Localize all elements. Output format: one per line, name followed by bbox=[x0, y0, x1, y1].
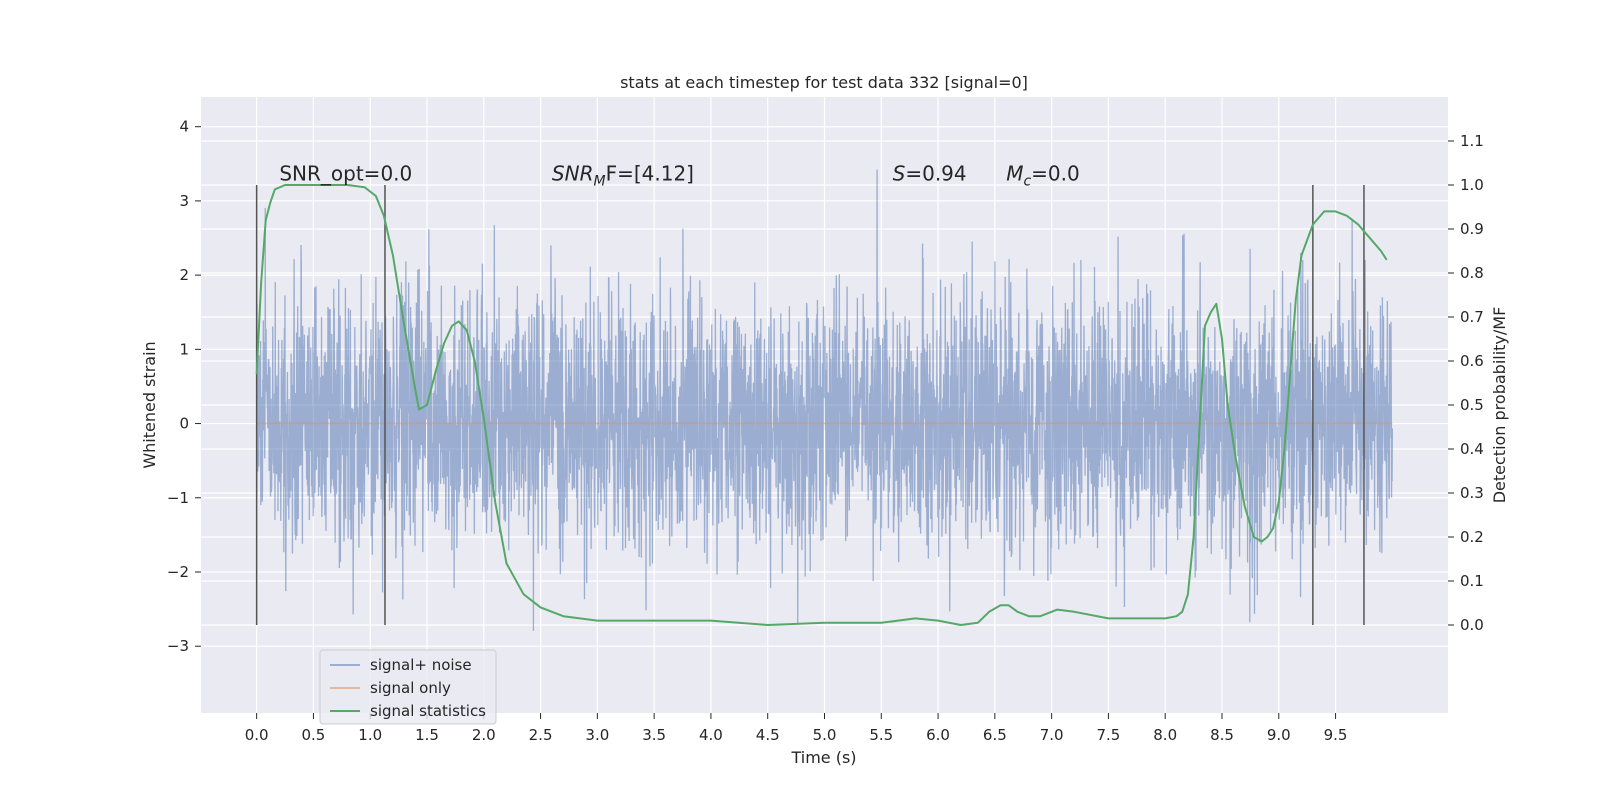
legend-box bbox=[319, 649, 497, 725]
x-tick-label-18: 9.0 bbox=[1267, 726, 1291, 744]
x-tick-label-10: 5.0 bbox=[813, 726, 837, 744]
y-left-tick-label-1: −2 bbox=[167, 563, 189, 581]
mc-symbol: M bbox=[1006, 162, 1023, 186]
y-right-tick-label-5: 0.5 bbox=[1460, 396, 1484, 414]
x-axis-ticks: 0.0 0.5 1.0 1.5 2.0 2.5 3.0 3.5 4.0 4.5 5.0 5.5 6.0 6… bbox=[245, 713, 1348, 744]
vertical-markers bbox=[255, 185, 1365, 625]
legend-label-signal-statistics: signal statistics bbox=[370, 702, 486, 720]
y-right-tick-label-7: 0.7 bbox=[1460, 308, 1484, 326]
chart-title: stats at each timestep for test data 332… bbox=[620, 73, 1028, 92]
y-left-tick-label-4: 1 bbox=[179, 340, 189, 358]
y-left-tick-label-3: 0 bbox=[179, 415, 189, 433]
x-tick-label-19: 9.5 bbox=[1324, 726, 1348, 744]
y-right-axis-label: Detection probability/MF bbox=[1490, 307, 1509, 504]
line-signal-statistics bbox=[255, 184, 1388, 626]
y-right-axis-ticks: 0.0 0.1 0.2 0.3 0.4 0.5 0.6 0.7 0.8 0.9 1.0 1.1 bbox=[1448, 132, 1484, 634]
legend-label-signal-noise: signal+ noise bbox=[370, 656, 472, 674]
x-tick-label-5: 2.5 bbox=[529, 726, 553, 744]
y-left-tick-label-0: −3 bbox=[167, 637, 189, 655]
y-right-tick-label-3: 0.3 bbox=[1460, 484, 1484, 502]
x-tick-label-8: 4.0 bbox=[699, 726, 723, 744]
x-tick-label-1: 0.5 bbox=[302, 726, 326, 744]
y-left-tick-label-7: 4 bbox=[179, 118, 189, 136]
annotation-snr-mf: SNRMF=[4.12] bbox=[552, 162, 694, 190]
y-right-tick-label-8: 0.8 bbox=[1460, 264, 1484, 282]
x-tick-label-6: 3.0 bbox=[585, 726, 609, 744]
line-signal-noise bbox=[256, 169, 1393, 631]
x-tick-label-4: 2.0 bbox=[472, 726, 496, 744]
x-tick-label-16: 8.0 bbox=[1153, 726, 1177, 744]
series-signal-statistics bbox=[255, 184, 1388, 626]
x-tick-label-0: 0.0 bbox=[245, 726, 269, 744]
x-tick-label-13: 6.5 bbox=[983, 726, 1007, 744]
y-left-tick-label-2: −1 bbox=[167, 489, 189, 507]
x-tick-label-14: 7.0 bbox=[1040, 726, 1064, 744]
x-tick-label-15: 7.5 bbox=[1096, 726, 1120, 744]
y-right-tick-label-11: 1.1 bbox=[1460, 132, 1484, 150]
y-left-tick-label-5: 2 bbox=[179, 266, 189, 284]
x-tick-label-3: 1.5 bbox=[415, 726, 439, 744]
annotation-mc: Mc=0.0 bbox=[1006, 162, 1080, 190]
y-right-tick-label-2: 0.2 bbox=[1460, 528, 1484, 546]
y-right-tick-label-4: 0.4 bbox=[1460, 440, 1484, 458]
legend-label-signal-only: signal only bbox=[370, 679, 451, 697]
y-right-tick-label-10: 1.0 bbox=[1460, 176, 1484, 194]
x-tick-label-17: 8.5 bbox=[1210, 726, 1234, 744]
y-left-axis-label: Whitened strain bbox=[140, 341, 159, 468]
annotations: SNR_opt=0.0 SNRMF=[4.12] S=0.94 Mc=0.0 bbox=[279, 162, 1079, 190]
x-tick-label-12: 6.0 bbox=[926, 726, 950, 744]
legend: signal+ noise signal only signal statist… bbox=[319, 649, 497, 725]
mc-value: =0.0 bbox=[1031, 162, 1080, 186]
y-right-tick-label-6: 0.6 bbox=[1460, 352, 1484, 370]
x-tick-label-9: 4.5 bbox=[756, 726, 780, 744]
y-right-tick-label-9: 0.9 bbox=[1460, 220, 1484, 238]
x-axis-label: Time (s) bbox=[790, 748, 856, 767]
annotation-s: S=0.94 bbox=[893, 162, 967, 186]
s-value: =0.94 bbox=[905, 162, 966, 186]
annotation-snr-opt: SNR_opt=0.0 bbox=[279, 162, 412, 186]
mc-subscript: c bbox=[1023, 174, 1031, 190]
y-right-tick-label-1: 0.1 bbox=[1460, 572, 1484, 590]
snr-mf-rest: F=[4.12] bbox=[606, 162, 694, 186]
y-left-tick-label-6: 3 bbox=[179, 192, 189, 210]
snr-mf-subscript: M bbox=[593, 174, 605, 190]
y-left-axis-ticks: −3 −2 −1 0 1 2 3 4 bbox=[167, 118, 201, 655]
x-tick-label-11: 5.5 bbox=[869, 726, 893, 744]
x-tick-label-2: 1.0 bbox=[358, 726, 382, 744]
snr-mf-symbol: SNR bbox=[552, 162, 594, 186]
series-signal-noise bbox=[256, 169, 1393, 631]
s-symbol: S bbox=[893, 162, 906, 186]
x-tick-label-7: 3.5 bbox=[642, 726, 666, 744]
y-right-tick-label-0: 0.0 bbox=[1460, 616, 1484, 634]
